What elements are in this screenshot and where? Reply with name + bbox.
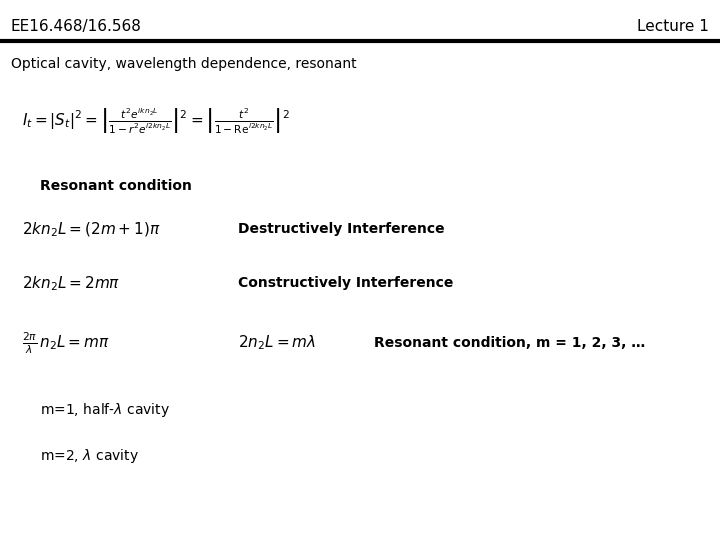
Text: $\frac{2\pi}{\lambda}\, n_2 L = m\pi$: $\frac{2\pi}{\lambda}\, n_2 L = m\pi$ [22, 330, 109, 356]
Text: $I_t = |S_t|^2 = \left|\frac{t^2 e^{ikn_2L}}{1-r^2 e^{i2kn_2L}}\right|^2 = \left: $I_t = |S_t|^2 = \left|\frac{t^2 e^{ikn_… [22, 107, 289, 136]
Text: Lecture 1: Lecture 1 [637, 19, 709, 34]
Text: EE16.468/16.568: EE16.468/16.568 [11, 19, 142, 34]
Text: $2n_2 L = m\lambda$: $2n_2 L = m\lambda$ [238, 334, 316, 352]
Text: Constructively Interference: Constructively Interference [238, 276, 453, 291]
Text: m=1, half-$\lambda$ cavity: m=1, half-$\lambda$ cavity [40, 401, 169, 420]
Text: Resonant condition: Resonant condition [40, 179, 192, 193]
Text: $2kn_2L = (2m+1)\pi$: $2kn_2L = (2m+1)\pi$ [22, 220, 161, 239]
Text: Resonant condition, m = 1, 2, 3, …: Resonant condition, m = 1, 2, 3, … [374, 336, 646, 350]
Text: Destructively Interference: Destructively Interference [238, 222, 444, 237]
Text: $2kn_2L = 2m\pi$: $2kn_2L = 2m\pi$ [22, 274, 120, 293]
Text: m=2, $\lambda$ cavity: m=2, $\lambda$ cavity [40, 447, 138, 465]
Text: Optical cavity, wavelength dependence, resonant: Optical cavity, wavelength dependence, r… [11, 57, 356, 71]
